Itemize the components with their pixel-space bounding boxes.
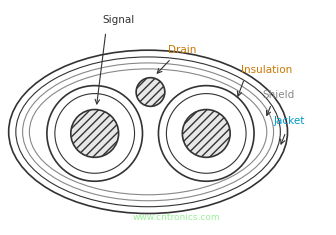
Circle shape	[159, 86, 254, 181]
Text: www.cntronics.com: www.cntronics.com	[132, 213, 220, 222]
Circle shape	[136, 78, 165, 106]
Circle shape	[47, 86, 142, 181]
Text: Signal: Signal	[103, 15, 135, 25]
Text: Drain: Drain	[168, 45, 196, 55]
Circle shape	[71, 110, 119, 157]
Circle shape	[182, 110, 230, 157]
Ellipse shape	[16, 57, 280, 207]
Ellipse shape	[9, 50, 288, 214]
Ellipse shape	[23, 63, 274, 201]
Circle shape	[166, 94, 246, 173]
Text: Jacket: Jacket	[273, 116, 304, 126]
Text: Insulation: Insulation	[241, 65, 293, 75]
Ellipse shape	[29, 69, 267, 195]
Text: Shield: Shield	[262, 90, 294, 100]
Circle shape	[55, 94, 134, 173]
